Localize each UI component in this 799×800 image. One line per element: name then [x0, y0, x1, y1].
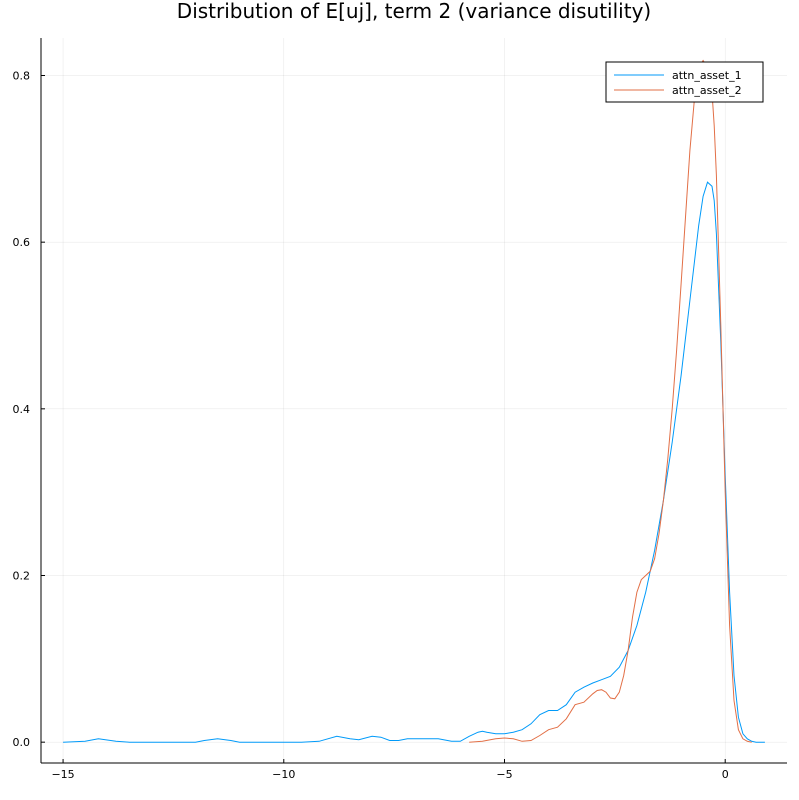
y-tick-label: 0.0: [13, 736, 31, 749]
legend: attn_asset_1 attn_asset_2: [605, 61, 764, 103]
y-tick-label: 0.2: [13, 570, 31, 583]
x-tick-label: −15: [51, 768, 74, 781]
y-tick-label: 0.6: [13, 236, 31, 249]
x-tick-label: −5: [496, 768, 512, 781]
legend-label-attn_asset_1: attn_asset_1: [672, 69, 742, 82]
y-tick-label: 0.8: [13, 70, 31, 83]
grid: [41, 38, 787, 763]
x-tick-label: 0: [722, 768, 729, 781]
y-tick-label: 0.4: [13, 403, 31, 416]
legend-label-attn_asset_2: attn_asset_2: [672, 84, 742, 97]
series-line-attn_asset_2: [469, 59, 752, 743]
x-tick-label: −10: [272, 768, 295, 781]
legend-box: [605, 61, 764, 103]
series-lines: [63, 59, 765, 743]
chart-title: Distribution of E[uj], term 2 (variance …: [177, 0, 651, 23]
axes: [40, 38, 787, 764]
tick-labels: −15 −10 −5 0 0.0 0.2 0.4 0.6 0.8: [13, 70, 729, 782]
series-line-attn_asset_1: [63, 181, 765, 743]
